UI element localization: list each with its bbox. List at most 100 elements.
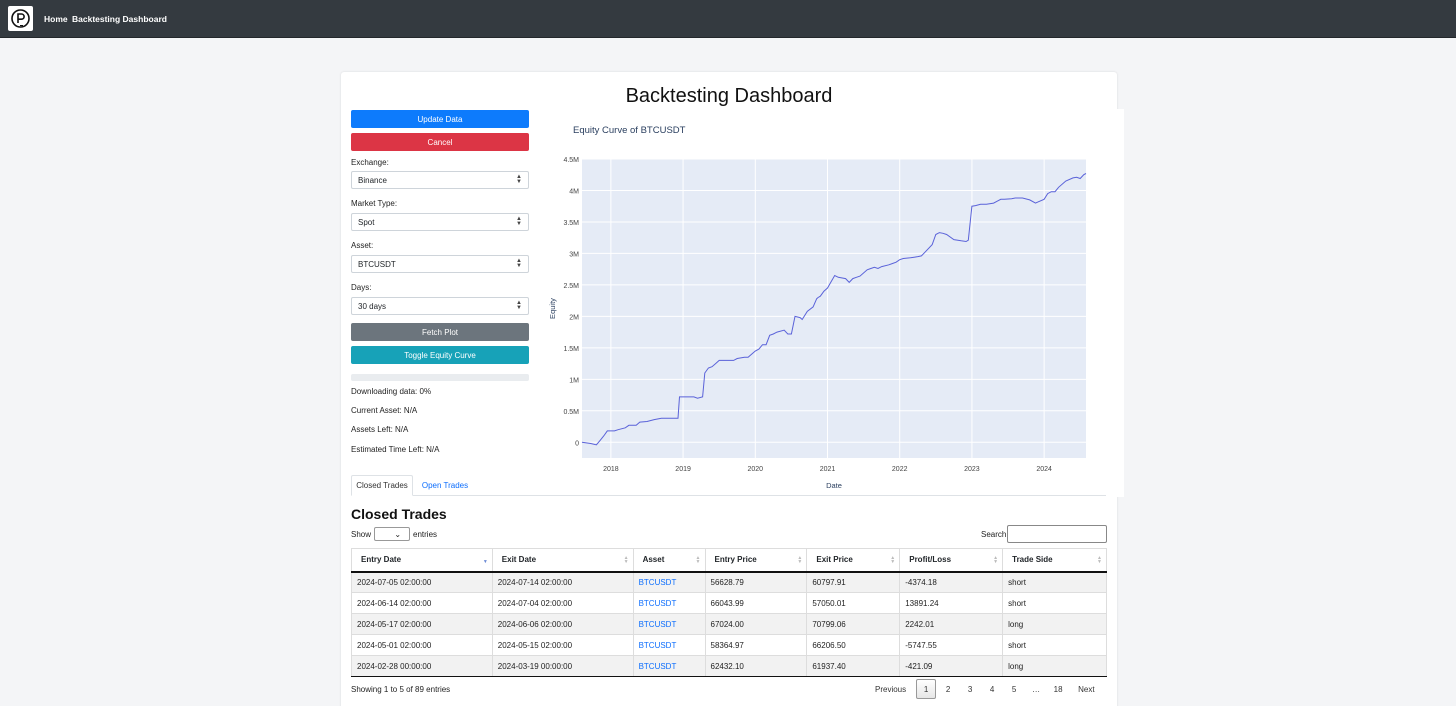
entries-length-control: Show ⌄ entries <box>351 526 437 542</box>
table-body: 2024-07-05 02:00:00 2024-07-14 02:00:00 BT… <box>351 571 1107 677</box>
update-data-button[interactable]: Update Data <box>351 110 529 128</box>
y-tick-label: 3M <box>569 251 579 258</box>
dashboard-card: Backtesting Dashboard Update Data Cancel… <box>341 72 1124 706</box>
asset-link[interactable]: BTCUSDT <box>638 661 677 671</box>
sort-icon: ▲ ▼ <box>993 555 999 565</box>
y-tick-label: 1.5M <box>563 346 579 353</box>
asset-link[interactable]: BTCUSDT <box>638 619 677 629</box>
chevron-down-icon: ⌄ <box>394 530 402 539</box>
asset-link[interactable]: BTCUSDT <box>638 598 677 608</box>
table-cell: long <box>1002 655 1107 677</box>
market-type-select[interactable]: Spot ▲ ▼ <box>351 213 529 231</box>
asset-link[interactable]: BTCUSDT <box>638 577 677 587</box>
table-cell: BTCUSDT <box>632 592 705 614</box>
downloading-status: Downloading data: 0% <box>351 387 432 396</box>
y-tick-label: 3.5M <box>563 220 579 227</box>
column-header[interactable]: Asset ▲ ▼ <box>632 548 705 573</box>
fetch-plot-button[interactable]: Fetch Plot <box>351 323 529 341</box>
table-cell: short <box>1002 592 1107 614</box>
page-button[interactable]: 2 <box>945 684 951 694</box>
asset-label: Asset: <box>351 241 374 250</box>
table-cell: 2024-03-19 00:00:00 <box>491 655 634 677</box>
table-cell: 61937.40 <box>806 655 900 677</box>
table-row: 2024-05-17 02:00:00 2024-06-06 02:00:00 BT… <box>351 613 1107 635</box>
x-tick-label: 2024 <box>1036 466 1052 473</box>
page-button[interactable]: 5 <box>1011 684 1017 694</box>
exchange-value: Binance <box>358 175 387 185</box>
table-row: 2024-06-14 02:00:00 2024-07-04 02:00:00 BT… <box>351 592 1107 614</box>
search-input[interactable] <box>1007 525 1107 543</box>
nav-home-link[interactable]: Home <box>44 14 68 24</box>
table-cell: 2024-06-14 02:00:00 <box>351 592 493 614</box>
exchange-select[interactable]: Binance ▲ ▼ <box>351 171 529 189</box>
tab-closed-trades[interactable]: Closed Trades <box>351 475 413 496</box>
next-page-button[interactable]: Next <box>1078 684 1095 694</box>
column-header[interactable]: Exit Price ▲ ▼ <box>806 548 900 573</box>
table-row: 2024-07-05 02:00:00 2024-07-14 02:00:00 BT… <box>351 571 1107 593</box>
equity-chart[interactable]: 0 0.5M 1M 1.5M 2M 2.5M 3M 3.5M 4M 4.5M 2018 2019 202… <box>544 109 1124 497</box>
pagination: Previous 1 2 3 4 5 … 18 Next <box>869 679 1099 699</box>
column-header-label: Profit/Loss <box>909 555 952 565</box>
table-cell: 2024-07-05 02:00:00 <box>351 571 493 593</box>
table-cell: -5747.55 <box>899 634 1003 656</box>
x-tick-label: 2019 <box>675 466 691 473</box>
asset-select[interactable]: BTCUSDT ▲ ▼ <box>351 255 529 273</box>
y-tick-label: 0.5M <box>563 409 579 416</box>
table-cell: -4374.18 <box>899 571 1003 593</box>
page-title: Backtesting Dashboard <box>625 85 833 107</box>
toggle-equity-curve-button[interactable]: Toggle Equity Curve <box>351 346 529 364</box>
x-axis-label: Date <box>826 481 842 490</box>
table-cell: 2024-05-15 02:00:00 <box>491 634 634 656</box>
entries-select[interactable]: ⌄ <box>374 527 411 541</box>
y-tick-label: 1M <box>569 377 579 384</box>
column-header[interactable]: Exit Date ▲ ▼ <box>491 548 634 573</box>
table-cell: 66043.99 <box>704 592 807 614</box>
table-cell: 2024-02-28 00:00:00 <box>351 655 493 677</box>
days-select[interactable]: 30 days ▲ ▼ <box>351 297 529 315</box>
column-header[interactable]: Trade Side ▲ ▼ <box>1002 548 1107 573</box>
cancel-button[interactable]: Cancel <box>351 133 529 151</box>
exchange-label: Exchange: <box>351 158 389 167</box>
table-cell: 60797.91 <box>806 571 900 593</box>
plot-background <box>582 159 1086 458</box>
chart-title: Equity Curve of BTCUSDT <box>573 125 686 136</box>
column-header[interactable]: Entry Price ▲ ▼ <box>704 548 807 573</box>
table-cell: 56628.79 <box>704 571 807 593</box>
equity-chart-svg: 0 0.5M 1M 1.5M 2M 2.5M 3M 3.5M 4M 4.5M 2018 2019 202… <box>548 125 1087 490</box>
table-cell: 2024-07-04 02:00:00 <box>491 592 634 614</box>
page-button[interactable]: 3 <box>967 684 973 694</box>
column-header[interactable]: Entry Date ▼ <box>351 548 493 573</box>
nav-brand-link[interactable]: Backtesting Dashboard <box>72 14 167 24</box>
x-tick-label: 2021 <box>820 466 836 473</box>
select-arrows-icon: ▲ ▼ <box>516 216 522 227</box>
table-cell: 13891.24 <box>899 592 1003 614</box>
equity-series-line[interactable] <box>581 173 1087 446</box>
tab-open-trades[interactable]: Open Trades <box>421 481 469 490</box>
table-cell: BTCUSDT <box>632 655 705 677</box>
table-cell: 2024-05-17 02:00:00 <box>351 613 493 635</box>
y-tick-label: 4.5M <box>563 157 579 164</box>
column-header[interactable]: Profit/Loss ▲ ▼ <box>899 548 1003 573</box>
assets-left-status: Assets Left: N/A <box>351 425 409 434</box>
sort-icon: ▼ <box>482 559 488 565</box>
table-cell: short <box>1002 634 1107 656</box>
y-tick-label: 2M <box>569 314 579 321</box>
table-cell: 67024.00 <box>704 613 807 635</box>
table-cell: 57050.01 <box>806 592 900 614</box>
previous-page-button[interactable]: Previous <box>875 684 907 694</box>
table-row: 2024-05-01 02:00:00 2024-05-15 02:00:00 BT… <box>351 634 1107 656</box>
column-header-label: Asset <box>642 555 665 565</box>
asset-link[interactable]: BTCUSDT <box>638 640 677 650</box>
table-cell: BTCUSDT <box>632 634 705 656</box>
table-row: 2024-02-28 00:00:00 2024-03-19 00:00:00 BT… <box>351 655 1107 677</box>
table-info: Showing 1 to 5 of 89 entries <box>351 685 451 694</box>
table-cell: BTCUSDT <box>632 571 705 593</box>
select-arrows-icon: ▲ ▼ <box>516 300 522 311</box>
page-button[interactable]: 4 <box>989 684 995 694</box>
page-button[interactable]: 1 <box>916 679 937 699</box>
logo-icon[interactable] <box>8 6 33 31</box>
show-label: Show <box>351 529 372 539</box>
y-tick-label: 4M <box>569 188 579 195</box>
column-header-label: Entry Date <box>361 555 402 565</box>
page-button[interactable]: 18 <box>1053 684 1063 694</box>
